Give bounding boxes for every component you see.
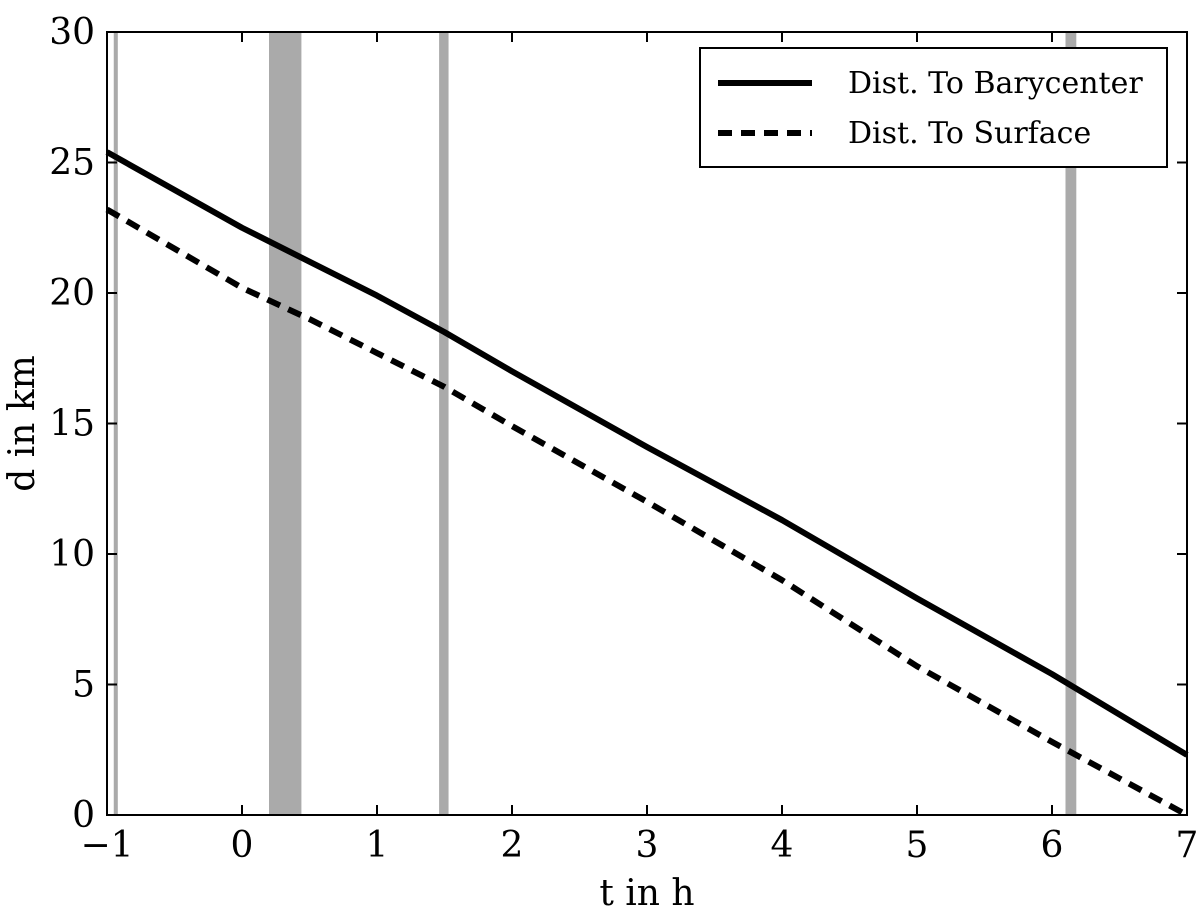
x-tick-label: 2 (501, 825, 524, 866)
y-tick-label: 30 (49, 12, 95, 53)
y-tick-label: 5 (72, 665, 95, 706)
x-tick-label: 4 (771, 825, 794, 866)
y-tick-label: 20 (49, 273, 95, 314)
x-tick-label: 5 (906, 825, 929, 866)
series-line-barycenter (105, 149, 1189, 758)
shaded-interval-3 (1065, 32, 1077, 815)
shaded-intervals (113, 32, 1077, 815)
x-tick-label: −1 (80, 825, 133, 866)
axis-ticks (106, 31, 1188, 816)
y-axis-title: d in km (2, 355, 43, 492)
legend-box (699, 47, 1168, 168)
y-tick-label: 0 (72, 795, 95, 836)
y-tick-label: 15 (49, 404, 95, 445)
x-tick-label: 7 (1176, 825, 1199, 866)
legend-label-barycenter: Dist. To Barycenter (848, 66, 1143, 101)
shaded-interval-2 (439, 32, 449, 815)
x-tick-label: 1 (366, 825, 389, 866)
series-lines (105, 149, 1189, 818)
y-tick-label: 10 (49, 534, 95, 575)
x-tick-label: 3 (636, 825, 659, 866)
legend: Dist. To Barycenter Dist. To Surface (699, 47, 1168, 168)
x-tick-label: 6 (1041, 825, 1064, 866)
legend-label-surface: Dist. To Surface (848, 116, 1091, 151)
shaded-interval-1 (269, 32, 302, 815)
x-tick-label: 0 (231, 825, 254, 866)
y-tick-label: 25 (49, 143, 95, 184)
x-axis-title: t in h (599, 873, 694, 914)
